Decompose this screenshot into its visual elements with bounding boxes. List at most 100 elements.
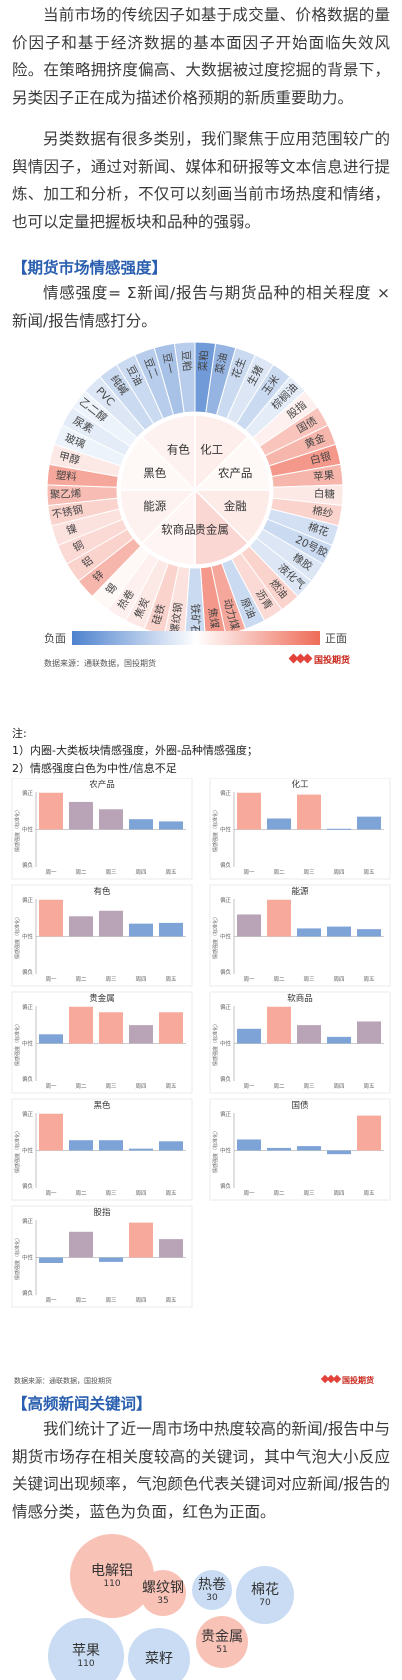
- bar-chart-title: 贵金属: [89, 993, 115, 1004]
- y-tick-label: 偏正: [22, 1110, 34, 1118]
- x-tick-label: 周四: [333, 869, 344, 876]
- outer-segment-label: 甲醇: [58, 449, 82, 467]
- y-axis-label: 情感强度（标准化）: [14, 1128, 21, 1173]
- x-tick-label: 周三: [105, 1297, 117, 1304]
- y-tick-label: 中性: [220, 826, 232, 834]
- legend-negative-label: 负面: [44, 631, 66, 645]
- x-tick-label: 周一: [45, 869, 57, 876]
- x-tick-label: 周三: [303, 869, 315, 876]
- keyword-bubble: 热卷 30: [192, 1570, 232, 1610]
- outer-segment-label: 棉纱: [311, 504, 334, 521]
- bubble-count: 30: [206, 1592, 218, 1603]
- x-tick-label: 周二: [75, 1190, 87, 1197]
- bar: [327, 926, 351, 937]
- bar: [129, 819, 153, 830]
- y-tick-label: 偏正: [22, 1003, 34, 1011]
- y-tick-label: 偏负: [22, 861, 34, 869]
- y-tick-label: 偏负: [220, 968, 232, 976]
- x-tick-label: 周五: [363, 1190, 375, 1197]
- svg-text:国投期货: 国投期货: [342, 1375, 374, 1385]
- x-tick-label: 周三: [303, 976, 315, 983]
- y-tick-label: 偏负: [220, 1182, 232, 1190]
- keywords-paragraph: 我们统计了近一周市场中热度较高的新闻/报告中与期货市场存在相关度较高的关键词，其…: [12, 1420, 390, 1521]
- bar-chart-title: 软商品: [287, 993, 313, 1004]
- x-tick-label: 周四: [135, 976, 146, 983]
- y-tick-label: 偏负: [22, 968, 34, 976]
- outer-segment-label: 螺纹钢: [168, 602, 185, 635]
- sunburst-source: 数据来源：通联数据，国投期货: [44, 658, 156, 668]
- bubble-keyword: 棉花: [251, 1581, 279, 1598]
- bubble-count: 110: [77, 1658, 95, 1669]
- bar: [99, 1257, 123, 1262]
- bar: [39, 1257, 63, 1264]
- bar: [99, 1140, 123, 1151]
- x-tick-label: 周四: [135, 1083, 146, 1090]
- x-tick-label: 周一: [243, 976, 255, 983]
- y-tick-label: 中性: [220, 933, 232, 941]
- x-tick-label: 周二: [273, 976, 285, 983]
- bar: [159, 1141, 183, 1151]
- y-tick-label: 中性: [22, 1147, 34, 1155]
- x-tick-label: 周五: [165, 1083, 177, 1090]
- intro-paragraph-1: 当前市场的传统因子如基于成交量、价格数据的量价因子和基于经济数据的基本面因子开始…: [12, 6, 390, 107]
- inner-segment-label: 能源: [143, 499, 166, 513]
- x-tick-label: 周三: [303, 1083, 315, 1090]
- x-tick-label: 周一: [243, 1083, 255, 1090]
- bubble-keyword: 螺纹钢: [142, 1579, 184, 1596]
- y-tick-label: 中性: [22, 1040, 34, 1048]
- x-tick-label: 周五: [165, 869, 177, 876]
- y-axis-label: 情感强度（标准化）: [212, 1128, 219, 1173]
- x-tick-label: 周四: [333, 1083, 344, 1090]
- bar: [39, 899, 63, 937]
- bar: [129, 1222, 153, 1258]
- bar: [357, 816, 381, 830]
- keyword-bubble: 菜籽: [128, 1628, 190, 1680]
- x-tick-label: 周二: [273, 1190, 285, 1197]
- bar-chart-title: 黑色: [93, 1100, 111, 1111]
- y-tick-label: 偏负: [220, 861, 232, 869]
- x-tick-label: 周一: [45, 1190, 57, 1197]
- sentiment-sunburst-chart: 菜粕 菜油 花生生猪玉米棕榈油股指国债黄金白银苹果白糖棉纱棉花20号胶橡胶液化气燃油…: [44, 341, 350, 668]
- y-tick-label: 偏正: [220, 896, 232, 904]
- x-tick-label: 周四: [333, 1190, 344, 1197]
- bar: [99, 809, 123, 830]
- bar-chart-title: 能源: [291, 886, 309, 897]
- bar: [297, 928, 321, 937]
- bar: [297, 1025, 321, 1044]
- bar: [297, 1146, 321, 1151]
- charts-company-logo: 国投期货: [320, 1374, 374, 1385]
- y-axis-label: 情感强度（标准化）: [14, 1021, 21, 1066]
- outer-segment-label: 豆粕: [179, 350, 193, 372]
- intro-paragraph-2: 另类数据有很多类别，我们聚焦于应用范围较广的舆情因子，通过对新闻、媒体和研报等文…: [12, 130, 390, 231]
- x-tick-label: 周二: [75, 1083, 87, 1090]
- keyword-bubble: 电解铝 110: [70, 1534, 154, 1618]
- x-tick-label: 周五: [363, 869, 375, 876]
- x-tick-label: 周四: [135, 1190, 146, 1197]
- x-tick-label: 周三: [105, 976, 117, 983]
- outer-segment-label: 聚乙烯: [50, 487, 82, 501]
- x-tick-label: 周三: [105, 1083, 117, 1090]
- keyword-bubble: 苹果 110: [48, 1618, 124, 1680]
- sentiment-formula: 情感强度= Σ新闻/报告与期货品种的相关程度 × 新闻/报告情感打分。: [12, 284, 390, 330]
- outer-segment-label: 硅铁: [150, 602, 168, 626]
- x-tick-label: 周二: [75, 869, 87, 876]
- y-tick-label: 偏正: [22, 896, 34, 904]
- company-logo: 国投期货: [288, 653, 350, 666]
- y-tick-label: 中性: [220, 1040, 232, 1048]
- outer-segment: [173, 341, 196, 414]
- outer-segment-label: 不锈钢: [51, 503, 84, 521]
- bar: [327, 1036, 351, 1044]
- x-tick-label: 周一: [45, 1297, 57, 1304]
- bar: [267, 1147, 291, 1151]
- bar: [69, 916, 93, 937]
- x-tick-label: 周一: [243, 1190, 255, 1197]
- x-tick-label: 周二: [75, 976, 87, 983]
- bar-chart-title: 化工: [291, 779, 309, 790]
- y-tick-label: 中性: [22, 826, 34, 834]
- x-tick-label: 周三: [303, 1190, 315, 1197]
